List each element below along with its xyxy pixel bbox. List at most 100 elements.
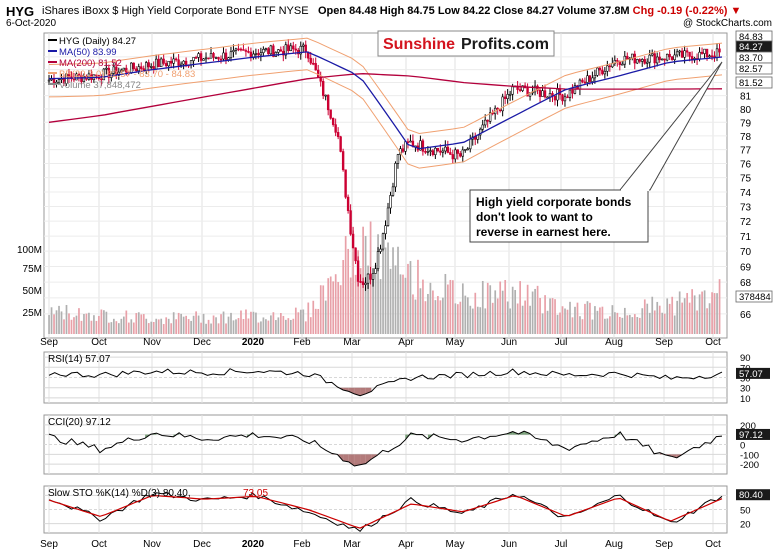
volume-bar <box>708 303 711 334</box>
ma200-line <box>48 73 723 123</box>
legend-price: HYG (Daily) 84.27 <box>59 36 136 47</box>
candle-body <box>279 49 283 52</box>
candle-body <box>140 66 143 69</box>
candle-body <box>698 51 701 60</box>
candle-body <box>192 57 195 61</box>
volume-bar <box>297 312 300 334</box>
candle-body <box>446 146 450 153</box>
volume-bar <box>103 310 105 334</box>
volume-bar <box>108 322 110 334</box>
volume-bar <box>561 306 564 334</box>
candle-body <box>466 148 469 151</box>
volume-bar <box>549 298 551 334</box>
candle-body <box>603 70 607 75</box>
ticker-symbol: HYG <box>6 4 35 19</box>
candle-body <box>675 51 679 56</box>
candle-body <box>643 59 646 64</box>
volume-bar <box>98 315 100 334</box>
rsi-line <box>48 368 723 397</box>
volume-tick-label: 75M <box>23 264 42 275</box>
candle-body <box>244 50 248 52</box>
volume-bar <box>349 277 352 334</box>
volume-bar <box>718 279 721 334</box>
candle-body <box>341 151 345 171</box>
volume-bar <box>713 293 716 334</box>
volume-bar <box>280 312 282 334</box>
candle-body <box>179 63 183 66</box>
candle-body <box>137 66 140 72</box>
candle-body <box>366 273 370 284</box>
volume-bar <box>332 281 335 334</box>
volume-bar <box>83 314 85 334</box>
volume-bar <box>559 312 561 334</box>
candle-body <box>581 79 584 83</box>
volume-bar <box>466 297 469 334</box>
volume-bar <box>58 305 60 334</box>
candle-body <box>401 148 405 152</box>
volume-bar <box>449 279 452 334</box>
volume-bar <box>711 292 713 334</box>
candle-body <box>548 93 552 98</box>
candle-body <box>247 51 250 53</box>
volume-bar <box>551 298 554 334</box>
volume-bar <box>127 322 130 334</box>
candle-body <box>316 69 320 78</box>
candle-body <box>511 86 514 95</box>
candle-body <box>356 260 360 282</box>
annotation-box <box>469 189 649 243</box>
volume-bar <box>197 315 200 334</box>
rsi-tick: 90 <box>740 353 751 364</box>
volume-bar <box>432 290 434 334</box>
volume-bar <box>307 302 310 334</box>
candle-body <box>339 136 342 152</box>
candle-body <box>503 96 507 99</box>
x-tick-label: Mar <box>343 539 361 550</box>
volume-bar <box>284 319 287 334</box>
volume-bar <box>683 298 686 334</box>
volume-bar <box>489 285 492 334</box>
volume-bar <box>471 308 474 334</box>
candle-body <box>484 119 487 126</box>
price-tick-label: 71 <box>740 232 752 243</box>
volume-bar <box>85 313 88 334</box>
candle-body <box>219 58 223 61</box>
volume-bar <box>115 321 118 334</box>
volume-bar <box>514 290 517 334</box>
candle-body <box>648 54 651 63</box>
volume-bar <box>499 281 502 334</box>
candle-body <box>72 78 76 81</box>
volume-bar <box>277 317 280 334</box>
volume-bar <box>152 321 155 334</box>
candle-body <box>381 233 385 250</box>
candle-body <box>312 62 315 65</box>
candle-body <box>715 48 719 58</box>
candle-body <box>660 58 664 61</box>
candle-body <box>77 73 81 76</box>
candle-body <box>294 48 297 51</box>
volume-bar <box>65 304 68 334</box>
candle-body <box>242 49 245 51</box>
quote-values: Open 84.48 High 84.75 Low 84.22 Close 84… <box>318 5 630 17</box>
candle-body <box>498 109 502 112</box>
x-tick-label: 2020 <box>242 337 265 348</box>
candle-body <box>125 67 128 73</box>
volume-bar <box>187 319 190 334</box>
x-tick-label: Oct <box>705 539 721 550</box>
volume-bar <box>240 310 242 334</box>
x-tick-label: May <box>446 337 465 348</box>
volume-bar <box>414 299 417 334</box>
volume-bar <box>516 303 519 334</box>
volume-bar <box>616 312 619 334</box>
volume-bar <box>579 316 581 334</box>
candle-body <box>264 48 268 50</box>
volume-bar <box>379 279 382 334</box>
candle-body <box>239 48 243 51</box>
candle-body <box>469 138 472 150</box>
x-tick-label: Oct <box>705 337 721 348</box>
volume-bar <box>596 310 599 334</box>
volume-bar <box>302 309 305 334</box>
volume-bar <box>531 291 534 334</box>
price-tick-label: 66 <box>740 310 752 321</box>
volume-bar <box>172 312 175 334</box>
candle-body <box>207 57 210 60</box>
